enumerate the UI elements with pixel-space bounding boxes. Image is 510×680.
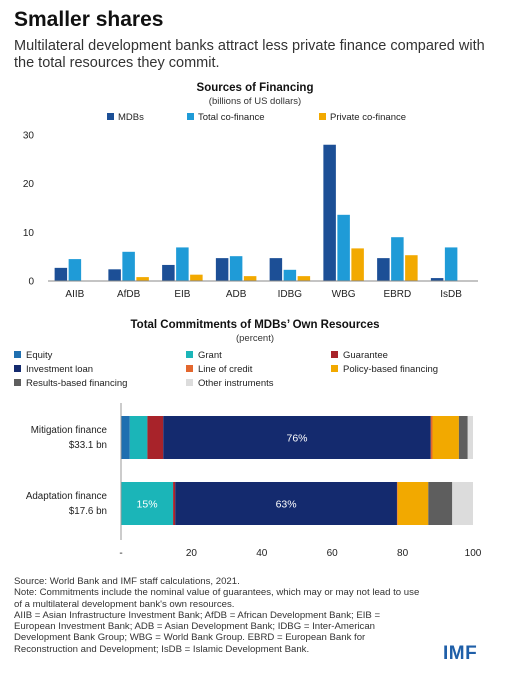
sources-of-financing-chart: MDBs Total co-finance Private co-finance 0 1… <box>23 112 478 300</box>
chart1-subtitle: (billions of US dollars) <box>208 96 302 107</box>
imf-logo: IMF <box>443 643 478 664</box>
segment-mitigation-finance-guarantee <box>147 416 164 459</box>
segment-adaptation-finance-policy-based-financing <box>397 482 429 525</box>
legend-label-equity: Equity <box>26 350 53 361</box>
legend-swatch-other-instruments <box>186 379 193 386</box>
bar-wbg-mdbs <box>323 144 336 281</box>
bar-ebrd-mdbs <box>377 258 390 281</box>
legend-label-policy-based-financing: Policy-based financing <box>343 364 438 375</box>
segment-mitigation-finance-grant <box>129 416 148 459</box>
legend-swatch-guarantee <box>331 351 338 358</box>
category-amount-mitigation-finance: $33.1 bn <box>69 440 107 451</box>
legend-swatch-mdbs <box>107 113 114 120</box>
x-tick-label: 40 <box>256 548 268 559</box>
legend-swatch-grant <box>186 351 193 358</box>
legend-swatch-private-co-finance <box>319 113 326 120</box>
x-tick-label: - <box>119 548 122 559</box>
legend-label-guarantee: Guarantee <box>343 350 388 361</box>
bar-wbg-private-co-finance <box>351 248 364 281</box>
x-tick-label-eib: EIB <box>174 289 190 300</box>
bar-idbg-mdbs <box>269 258 283 281</box>
legend-label-grant: Grant <box>198 350 222 361</box>
bar-eib-mdbs <box>162 264 175 281</box>
segment-adaptation-finance-grant <box>121 482 174 525</box>
legend-label-mdbs: MDBs <box>118 112 144 123</box>
legend-label-other-instruments: Other instruments <box>198 378 274 389</box>
footnote-abbreviations: AIIB = Asian Infrastructure Investment B… <box>14 609 381 655</box>
bar-wbg-total-co-finance <box>337 214 350 281</box>
category-amount-adaptation-finance: $17.6 bn <box>69 506 107 517</box>
x-tick-label: 80 <box>397 548 409 559</box>
segment-adaptation-finance-other-instruments <box>452 482 473 525</box>
bar-adb-total-co-finance <box>229 256 243 281</box>
x-tick-label-adb: ADB <box>226 289 247 300</box>
segment-mitigation-finance-other-instruments <box>467 416 473 459</box>
chart2-subtitle: (percent) <box>235 333 274 344</box>
bar-idbg-private-co-finance <box>297 276 311 281</box>
bar-isdb-total-co-finance <box>444 247 458 281</box>
segment-mitigation-finance-equity <box>121 416 130 459</box>
footnote-note: Note: Commitments include the nominal va… <box>14 587 420 610</box>
bar-afdb-total-co-finance <box>122 251 135 281</box>
bar-ebrd-total-co-finance <box>391 237 404 281</box>
y-tick-label: 0 <box>28 277 34 288</box>
chart2-title: Total Commitments of MDBs’ Own Resources <box>130 319 380 331</box>
bar-isdb-mdbs <box>430 278 444 281</box>
legend-label-line-of-credit: Line of credit <box>198 364 253 375</box>
y-tick-label: 30 <box>23 131 35 142</box>
bar-afdb-private-co-finance <box>136 277 149 281</box>
segment-mitigation-finance-investment-loan <box>163 416 431 459</box>
x-tick-label: 60 <box>327 548 339 559</box>
legend-swatch-line-of-credit <box>186 365 193 372</box>
segment-mitigation-finance-policy-based-financing <box>432 416 459 459</box>
bar-eib-total-co-finance <box>176 247 189 281</box>
data-label-adaptation-finance: 15% <box>137 499 158 511</box>
legend-swatch-policy-based-financing <box>331 365 338 372</box>
legend-swatch-total-co-finance <box>187 113 194 120</box>
bar-adb-private-co-finance <box>243 276 257 281</box>
bar-adb-mdbs <box>215 258 229 281</box>
data-label-mitigation-finance: 76% <box>286 433 307 445</box>
legend-label-total-co-finance: Total co-finance <box>198 112 265 123</box>
bar-idbg-total-co-finance <box>283 269 297 281</box>
x-tick-label: 20 <box>186 548 198 559</box>
category-label-mitigation-finance: Mitigation finance <box>31 425 108 436</box>
bar-aiib-mdbs <box>54 267 68 281</box>
legend-label-results-based-financing: Results-based financing <box>26 378 127 389</box>
x-tick-label-wbg: WBG <box>332 289 356 300</box>
x-tick-label-afdb: AfDB <box>117 289 141 300</box>
footnote-source: Source: World Bank and IMF staff calcula… <box>14 576 240 587</box>
segment-adaptation-finance-line-of-credit <box>396 482 398 525</box>
y-tick-label: 20 <box>23 179 35 190</box>
legend-swatch-results-based-financing <box>14 379 21 386</box>
bar-ebrd-private-co-finance <box>405 255 418 281</box>
legend-swatch-investment-loan <box>14 365 21 372</box>
y-tick-label: 10 <box>23 228 35 239</box>
chart1-title: Sources of Financing <box>196 82 314 94</box>
x-tick-label-ebrd: EBRD <box>383 289 411 300</box>
segment-adaptation-finance-investment-loan <box>175 482 397 525</box>
legend-label-private-co-finance: Private co-finance <box>330 112 406 123</box>
legend-swatch-equity <box>14 351 21 358</box>
headline: Smaller shares <box>14 8 164 31</box>
legend-label-investment-loan: Investment loan <box>26 364 93 375</box>
x-tick-label-aiib: AIIB <box>65 289 84 300</box>
bar-aiib-total-co-finance <box>68 259 82 281</box>
data-label-adaptation-finance: 63% <box>276 499 297 511</box>
category-label-adaptation-finance: Adaptation finance <box>26 491 108 502</box>
total-commitments-chart: Equity Grant Guarantee Investment loan Line … <box>14 350 482 559</box>
bar-eib-private-co-finance <box>190 274 203 281</box>
bar-afdb-mdbs <box>108 269 121 281</box>
segment-adaptation-finance-results-based-financing <box>428 482 453 525</box>
footnote: Source: World Bank and IMF staff calcula… <box>14 576 424 655</box>
x-tick-label-idbg: IDBG <box>278 289 303 300</box>
x-tick-label: 100 <box>465 548 482 559</box>
segment-mitigation-finance-results-based-financing <box>458 416 468 459</box>
x-tick-label-isdb: IsDB <box>440 289 462 300</box>
subheadline: Multilateral development banks attract l… <box>14 38 485 71</box>
segment-adaptation-finance-guarantee <box>173 482 176 525</box>
segment-mitigation-finance-line-of-credit <box>430 416 433 459</box>
